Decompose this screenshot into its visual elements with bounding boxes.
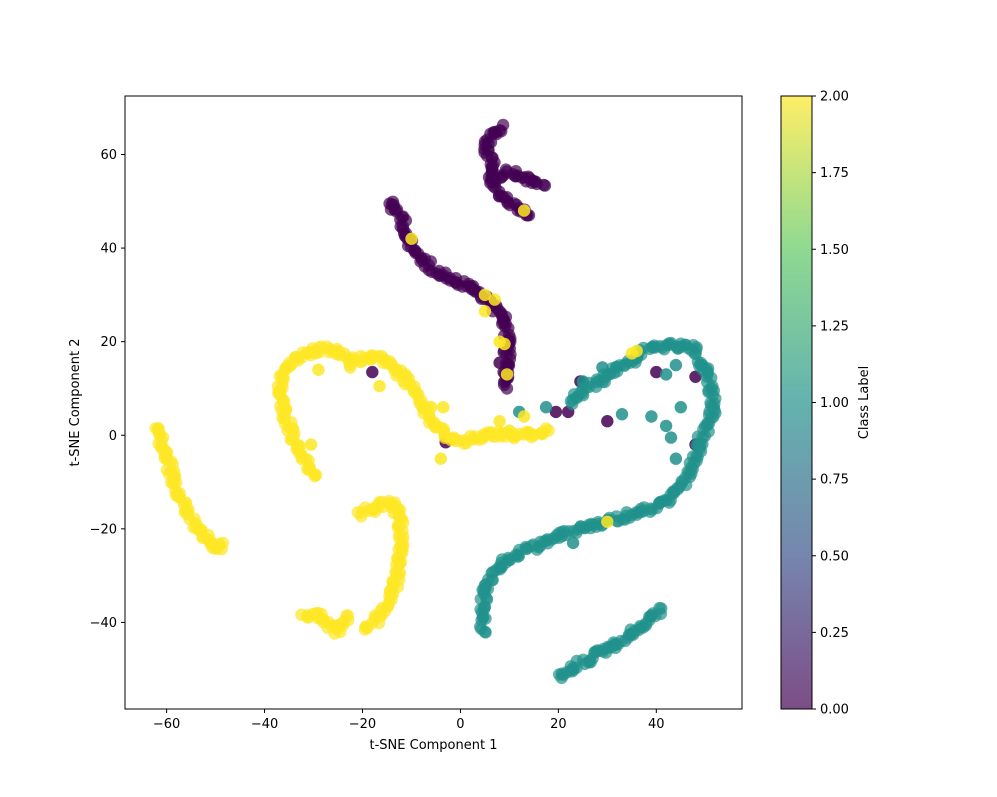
data-point	[493, 356, 506, 369]
data-point	[659, 419, 673, 433]
y-axis-label: t-SNE Component 2	[68, 339, 83, 467]
colorbar-tick-label: 0.75	[820, 473, 849, 488]
colorbar-tick-label: 1.50	[820, 243, 849, 258]
data-point	[542, 424, 555, 437]
data-point	[493, 415, 506, 428]
data-point	[366, 365, 379, 379]
data-point	[601, 515, 614, 528]
data-point	[576, 375, 590, 388]
data-point	[424, 401, 438, 414]
series-class-0	[366, 118, 702, 451]
x-tick-label: 20	[550, 717, 567, 732]
plot-frame	[124, 95, 743, 710]
data-point	[373, 379, 386, 393]
data-point	[434, 452, 447, 465]
y-tick-label: −40	[90, 616, 117, 631]
data-point	[309, 468, 323, 482]
data-point	[478, 305, 492, 318]
x-axis-label: t-SNE Component 1	[370, 738, 498, 753]
data-point	[601, 415, 614, 428]
colorbar-label: Class Label	[857, 366, 872, 439]
data-point	[566, 536, 580, 550]
data-point	[488, 293, 501, 306]
x-tick-label: −40	[251, 717, 278, 732]
data-point	[655, 602, 668, 615]
data-point	[498, 337, 511, 351]
data-point	[500, 368, 514, 381]
data-point	[664, 431, 678, 444]
data-point	[596, 361, 609, 374]
data-point	[669, 358, 683, 372]
data-point	[312, 363, 325, 376]
y-tick-label: 20	[100, 335, 117, 350]
y-tick-label: 40	[100, 242, 117, 257]
colorbar-ticks: 0.00 0.25 0.50 0.75 1.00 1.25 1.50 1.75 2.00	[812, 90, 849, 718]
data-point	[405, 232, 418, 245]
data-point	[478, 625, 492, 638]
x-tick-label: 40	[648, 717, 665, 732]
data-point	[304, 438, 318, 451]
colorbar-tick-label: 0.25	[820, 626, 849, 641]
data-point	[503, 424, 516, 437]
y-tick-label: −20	[90, 522, 117, 537]
colorbar-tick-label: 1.75	[820, 166, 849, 181]
data-point	[517, 204, 531, 217]
data-point	[478, 288, 492, 302]
scatter-points	[149, 118, 722, 685]
data-point	[659, 368, 673, 381]
series-class-1	[474, 336, 722, 685]
data-point	[549, 405, 563, 419]
colorbar-tick-label: 0.50	[820, 549, 849, 564]
x-tick-label: −60	[153, 717, 180, 732]
x-tick-label: −20	[349, 717, 376, 732]
data-point	[630, 344, 643, 358]
colorbar-tick-label: 2.00	[820, 90, 849, 105]
colorbar-tick-label: 1.25	[820, 319, 849, 334]
data-point	[437, 401, 450, 414]
data-point	[341, 609, 354, 622]
data-point	[500, 382, 514, 395]
data-point	[216, 536, 230, 550]
colorbar-tick-label: 0.00	[820, 703, 849, 718]
x-tick-label: 0	[456, 717, 464, 732]
data-point	[669, 452, 683, 465]
y-tick-label: 60	[100, 148, 117, 163]
data-point	[539, 401, 553, 414]
data-point	[537, 178, 550, 192]
colorbar	[780, 95, 813, 710]
data-point	[358, 623, 372, 636]
y-axis-ticks: −40 −20 0 20 40 60	[90, 148, 125, 631]
colorbar-tick-label: 1.00	[820, 396, 849, 411]
data-point	[674, 401, 687, 414]
data-point	[517, 410, 531, 423]
data-point	[615, 408, 629, 421]
data-point	[645, 410, 658, 423]
series-class-2	[149, 204, 643, 640]
y-tick-label: 0	[109, 429, 117, 444]
x-axis-ticks: −60 −40 −20 0 20 40	[153, 709, 665, 732]
data-point	[650, 365, 663, 379]
